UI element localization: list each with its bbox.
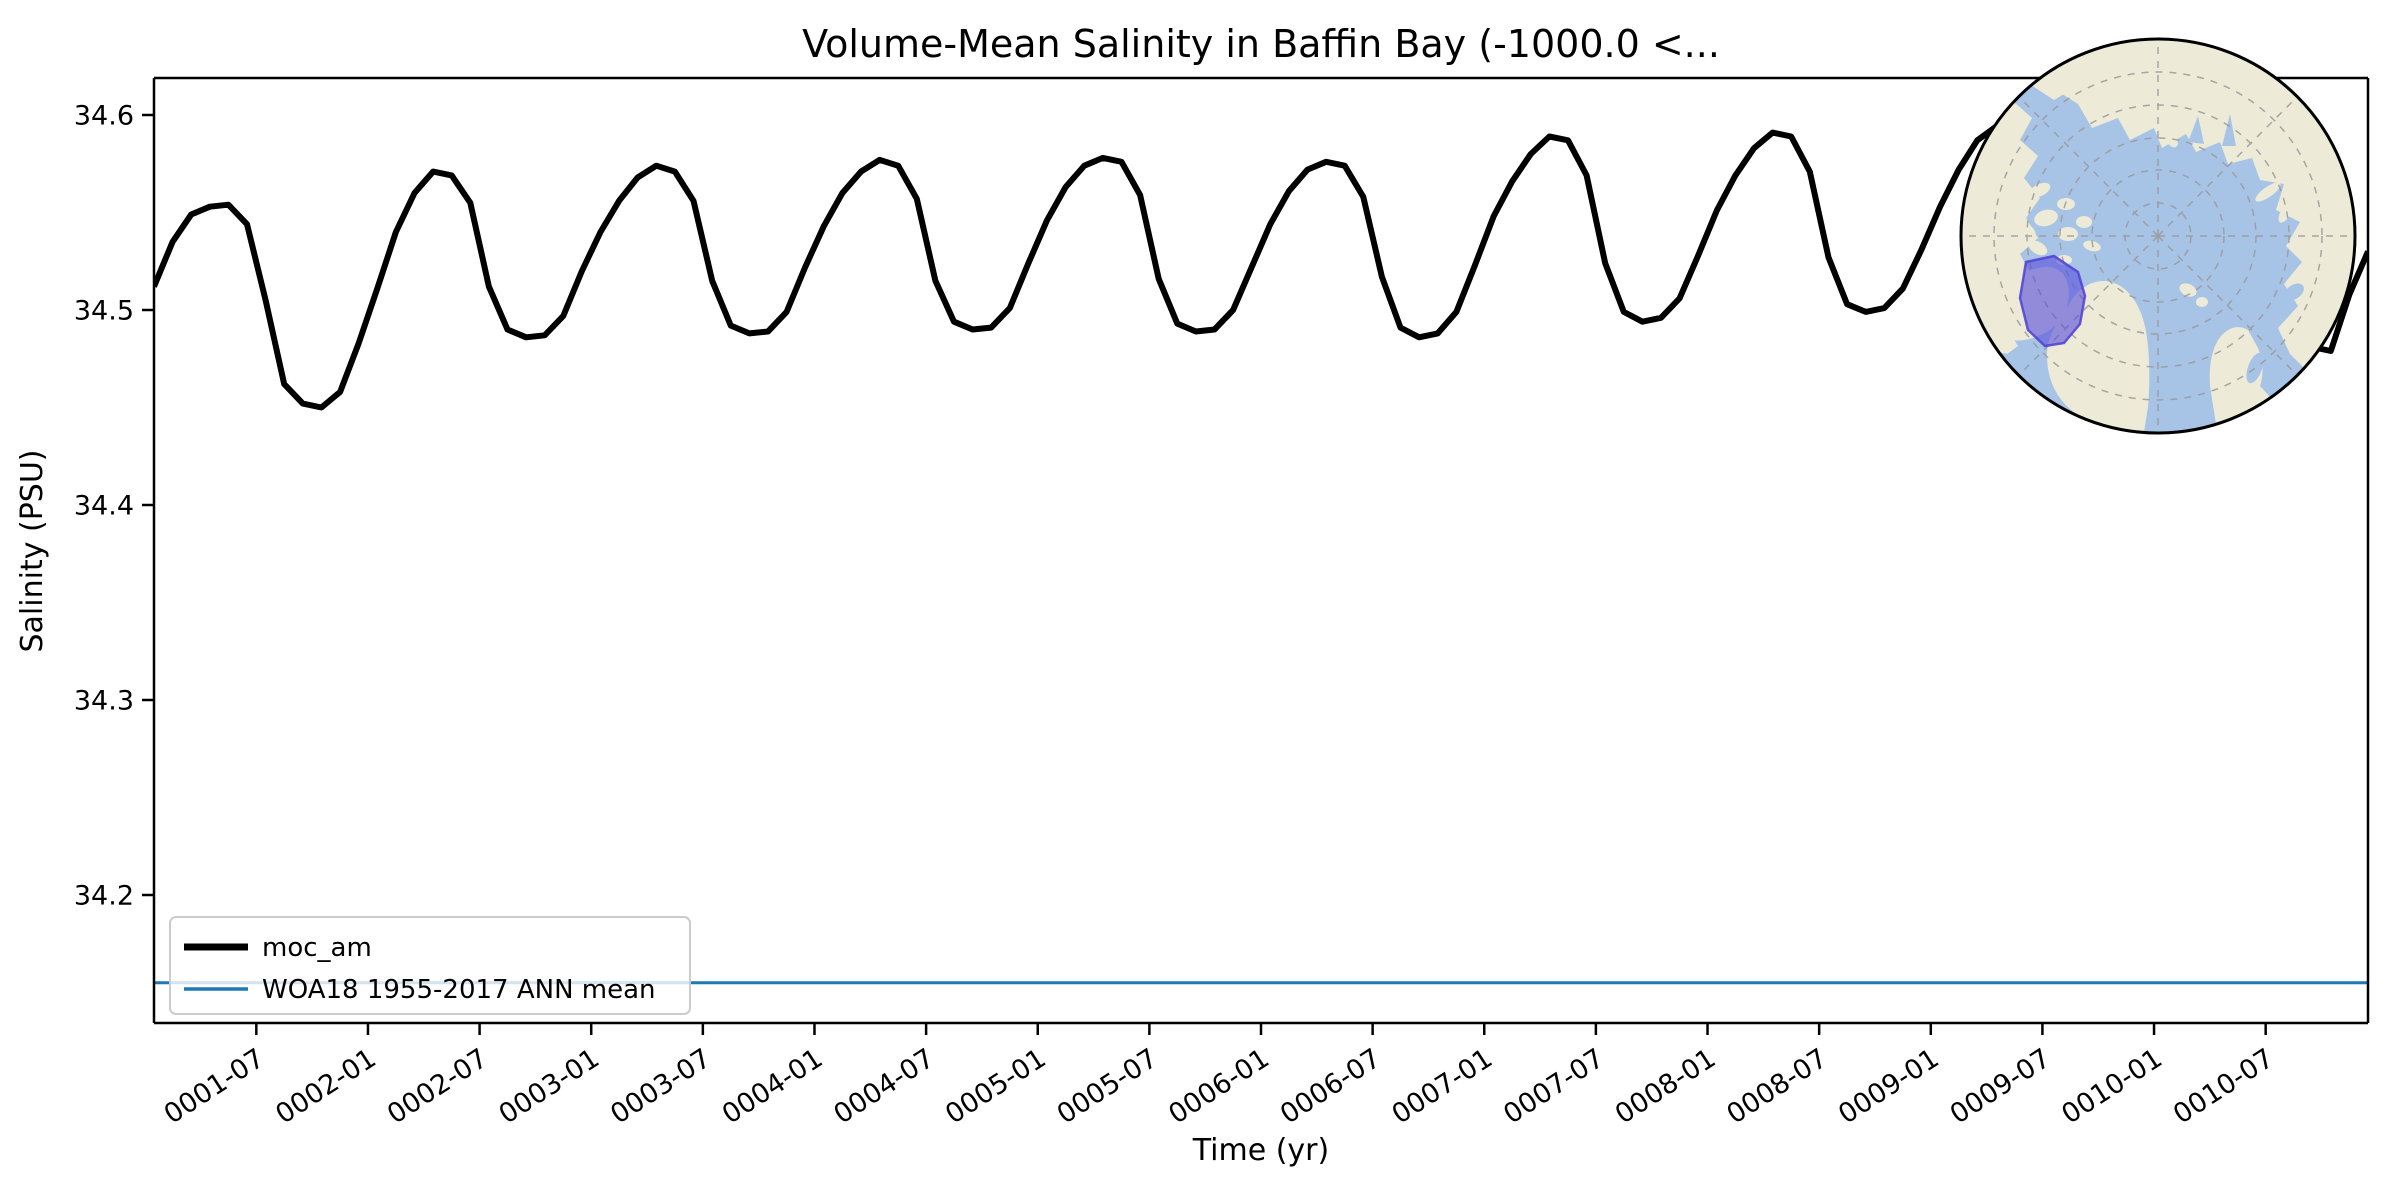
x-tick-label: 0008-07	[1721, 1043, 1832, 1130]
x-tick-label: 0005-01	[940, 1043, 1051, 1130]
x-axis-label: Time (yr)	[1192, 1133, 1329, 1168]
baffin-bay-region-highlight	[2018, 254, 2087, 348]
legend-label-moc-am: moc_am	[262, 933, 372, 963]
x-tick-label: 0002-01	[270, 1043, 381, 1130]
graticule-parallel	[1993, 71, 2323, 401]
graticule-meridian	[2018, 96, 2159, 237]
x-tick-label: 0007-01	[1387, 1043, 1498, 1130]
x-tick-label: 0001-07	[159, 1043, 270, 1130]
x-tick-label: 0003-07	[605, 1043, 716, 1130]
y-axis-label: Salinity (PSU)	[15, 450, 50, 653]
x-tick-label: 0004-01	[717, 1043, 828, 1130]
legend: moc_am WOA18 1955-2017 ANN mean	[169, 916, 691, 1015]
x-tick-label: 0010-07	[2168, 1043, 2279, 1130]
graticule-meridian	[2157, 96, 2298, 237]
x-tick-label: 0002-07	[382, 1043, 493, 1130]
map-graticule	[1961, 39, 2355, 433]
map-outline	[1959, 37, 2357, 435]
y-axis-ticks: 34.2 34.3 34.4 34.5 34.6	[74, 100, 154, 911]
x-tick-label: 0008-01	[1610, 1043, 1721, 1130]
y-tick-label: 34.5	[74, 295, 134, 326]
graticule-meridian	[2157, 235, 2298, 376]
x-axis-ticks: 0001-07 0002-01 0002-07 0003-01 0003-07 0004-…	[159, 1023, 2279, 1130]
y-tick-label: 34.4	[74, 490, 134, 521]
x-tick-label: 0009-01	[1833, 1043, 1944, 1130]
y-tick-label: 34.3	[74, 685, 134, 716]
legend-label-woa18: WOA18 1955-2017 ANN mean	[262, 975, 656, 1005]
x-tick-label: 0006-01	[1163, 1043, 1274, 1130]
x-tick-label: 0009-07	[1945, 1043, 2056, 1130]
x-tick-label: 0007-07	[1498, 1043, 1609, 1130]
x-tick-label: 0004-07	[828, 1043, 939, 1130]
graticule-meridian	[2018, 235, 2159, 376]
x-tick-label: 0003-01	[494, 1043, 605, 1130]
x-tick-label: 0010-01	[2056, 1043, 2167, 1130]
y-tick-label: 34.6	[74, 100, 134, 131]
arctic-inset-map	[1959, 37, 2357, 435]
chart-title: Volume-Mean Salinity in Baffin Bay (-100…	[802, 22, 1720, 66]
x-tick-label: 0006-07	[1275, 1043, 1386, 1130]
y-tick-label: 34.2	[74, 880, 134, 911]
graticule-parallel	[2091, 169, 2225, 303]
legend-box	[169, 916, 691, 1015]
map-landmasses	[1961, 40, 2354, 432]
x-tick-label: 0005-07	[1052, 1043, 1163, 1130]
